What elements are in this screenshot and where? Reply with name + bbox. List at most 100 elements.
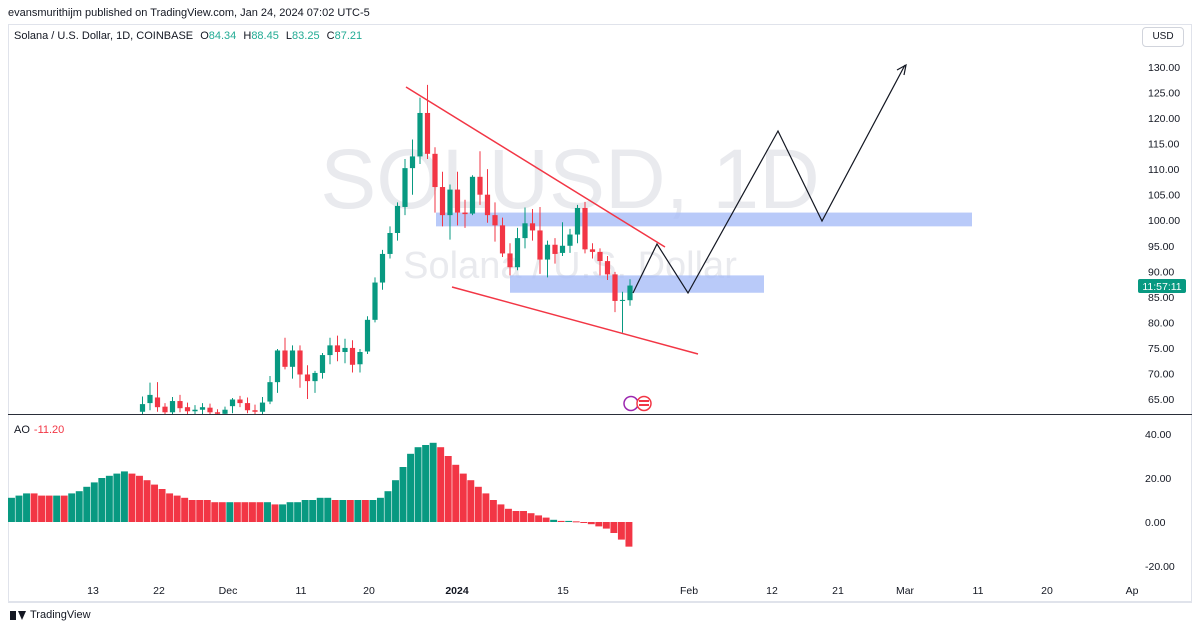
candle-body xyxy=(372,282,378,320)
ao-legend[interactable]: AO -11.20 xyxy=(14,424,64,436)
candle-body xyxy=(304,374,311,382)
ao-tick-label: 0.00 xyxy=(1145,517,1166,529)
candle-body xyxy=(589,249,596,252)
price-tick-label: 95.00 xyxy=(1148,241,1174,253)
ao-bar xyxy=(512,511,520,522)
candle-body xyxy=(289,350,296,367)
price-tick-label: 105.00 xyxy=(1148,190,1180,202)
candle xyxy=(267,376,273,405)
candle xyxy=(394,202,401,241)
price-tick-label: 90.00 xyxy=(1148,266,1174,278)
ao-bar xyxy=(482,493,490,522)
candle-body xyxy=(462,212,468,215)
ao-bar xyxy=(256,502,264,522)
candle-body xyxy=(342,347,348,353)
ao-bar xyxy=(211,502,219,522)
candle xyxy=(154,382,161,412)
time-tick-label: 11 xyxy=(296,585,307,597)
candle-body xyxy=(514,238,521,268)
candle xyxy=(424,84,431,159)
ao-label: AO xyxy=(14,424,30,436)
candle-body xyxy=(447,189,453,216)
footer-brand-label: TradingView xyxy=(30,609,91,621)
time-tick-label: 13 xyxy=(87,585,99,597)
candle-body xyxy=(379,253,386,283)
ao-bar xyxy=(497,504,505,522)
ao-bar xyxy=(301,500,309,522)
chart-frame xyxy=(8,24,1192,602)
candle xyxy=(529,208,536,241)
candle xyxy=(229,397,236,414)
price-tick-label: 115.00 xyxy=(1148,139,1179,151)
symbol-legend[interactable]: Solana / U.S. Dollar, 1D, COINBASE O84.3… xyxy=(14,30,362,42)
candle-body xyxy=(177,401,183,409)
ao-bar xyxy=(98,478,106,522)
ao-axis[interactable]: 40.00 20.00 0.00 -20.00 xyxy=(1145,429,1175,573)
candle-body xyxy=(394,205,401,233)
ao-bar xyxy=(331,500,339,522)
candle xyxy=(147,382,153,411)
wedge-upper-trendline[interactable] xyxy=(405,86,666,248)
candle-body xyxy=(612,274,618,301)
event-flags-icon[interactable] xyxy=(623,395,652,412)
ao-bar xyxy=(429,442,437,522)
time-axis[interactable]: 13 22 Dec 11 20 2024 15 Feb 12 21 Mar 11 20 Ap xyxy=(87,585,1138,597)
time-tick-label: Dec xyxy=(219,585,238,597)
time-tick-label: 15 xyxy=(557,585,569,597)
ao-bar xyxy=(346,500,354,522)
price-axis[interactable]: 130.00 125.00 120.00 115.00 110.00 105.00 100.… xyxy=(1148,62,1180,406)
ao-bar xyxy=(226,502,234,522)
ao-bar xyxy=(181,497,189,522)
candle-body xyxy=(139,404,146,412)
ao-bar xyxy=(602,522,610,529)
projection-arrowhead xyxy=(896,63,907,76)
price-tick-label: 65.00 xyxy=(1148,394,1174,406)
candle xyxy=(252,404,258,414)
footer-brand[interactable]: TradingView xyxy=(10,609,91,621)
candle-body xyxy=(312,372,318,382)
candle xyxy=(244,397,251,414)
wedge-lower-trendline[interactable] xyxy=(451,286,699,355)
candle xyxy=(169,396,176,414)
candle xyxy=(537,206,543,274)
candle-body xyxy=(252,410,258,412)
ao-bar xyxy=(105,475,113,522)
ao-bar xyxy=(595,522,603,527)
ao-bar xyxy=(218,502,226,522)
projection-path[interactable] xyxy=(632,64,906,295)
candle-body xyxy=(439,187,446,216)
ao-bar xyxy=(587,522,595,525)
publisher-note: evansmurithijm published on TradingView.… xyxy=(8,7,370,19)
price-tick-label: 110.00 xyxy=(1148,164,1179,176)
price-tick-label: 100.00 xyxy=(1148,215,1180,227)
candle xyxy=(282,337,288,370)
candle xyxy=(274,348,281,393)
candle xyxy=(522,207,528,249)
ao-bar xyxy=(271,504,279,522)
candle-body xyxy=(327,345,333,356)
currency-button[interactable]: USD xyxy=(1142,27,1184,47)
ao-bar xyxy=(203,500,211,522)
ao-bar xyxy=(542,517,550,522)
candle-body xyxy=(619,299,626,301)
supply-zone[interactable] xyxy=(436,212,972,227)
ao-bar xyxy=(399,467,407,522)
ao-bar xyxy=(60,495,68,522)
ao-bar xyxy=(444,456,452,522)
candle-body xyxy=(507,253,513,268)
time-tick-label: Mar xyxy=(896,585,915,597)
ao-bar xyxy=(264,502,271,522)
time-tick-label: Feb xyxy=(680,585,698,597)
tradingview-logo-icon xyxy=(10,610,26,620)
ao-bar xyxy=(136,475,143,522)
candle-body xyxy=(154,397,161,408)
ao-bar xyxy=(30,493,38,522)
ao-bar xyxy=(279,504,287,522)
candle-body xyxy=(297,350,303,375)
ao-bar xyxy=(504,508,512,522)
ao-histogram xyxy=(8,442,633,547)
ao-bar xyxy=(38,495,46,522)
candle-body xyxy=(387,233,393,254)
ao-bar xyxy=(113,473,121,522)
